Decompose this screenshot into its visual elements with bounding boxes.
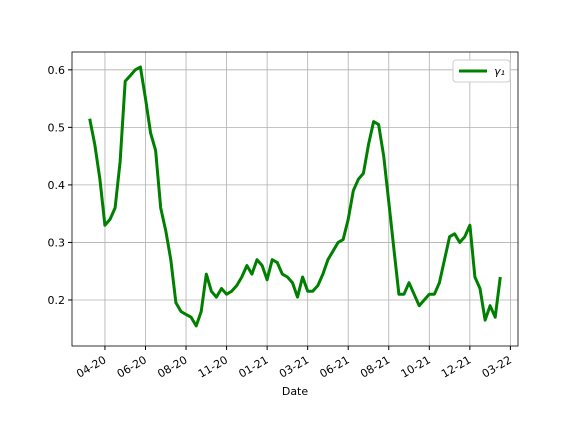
x-tick-label: 03-22 [480, 353, 514, 380]
x-tick-label: 11-20 [196, 353, 230, 380]
line [88, 65, 502, 328]
plot-frame [71, 51, 519, 347]
x-tick-label: 01-21 [236, 353, 270, 380]
x-tick-label: 04-20 [74, 353, 108, 380]
x-tick-label: 08-21 [358, 353, 392, 380]
x-tick-label: 12-21 [439, 353, 473, 380]
y-tick-label: 0.5 [48, 121, 66, 134]
x-axis-label: Date [282, 385, 309, 398]
y-tick-label: 0.6 [48, 64, 66, 77]
x-tick-label: 06-21 [318, 353, 352, 380]
x-tick-label: 06-20 [115, 353, 149, 380]
x-tick-label: 08-20 [155, 353, 189, 380]
y-tick-label: 0.2 [48, 294, 66, 307]
x-tick-label: 10-21 [399, 353, 433, 380]
x-tick-label: 03-21 [277, 353, 311, 380]
y-tick-label: 0.4 [48, 179, 66, 192]
legend-label: γ₁ [494, 65, 505, 78]
y-tick-label: 0.3 [48, 236, 66, 249]
